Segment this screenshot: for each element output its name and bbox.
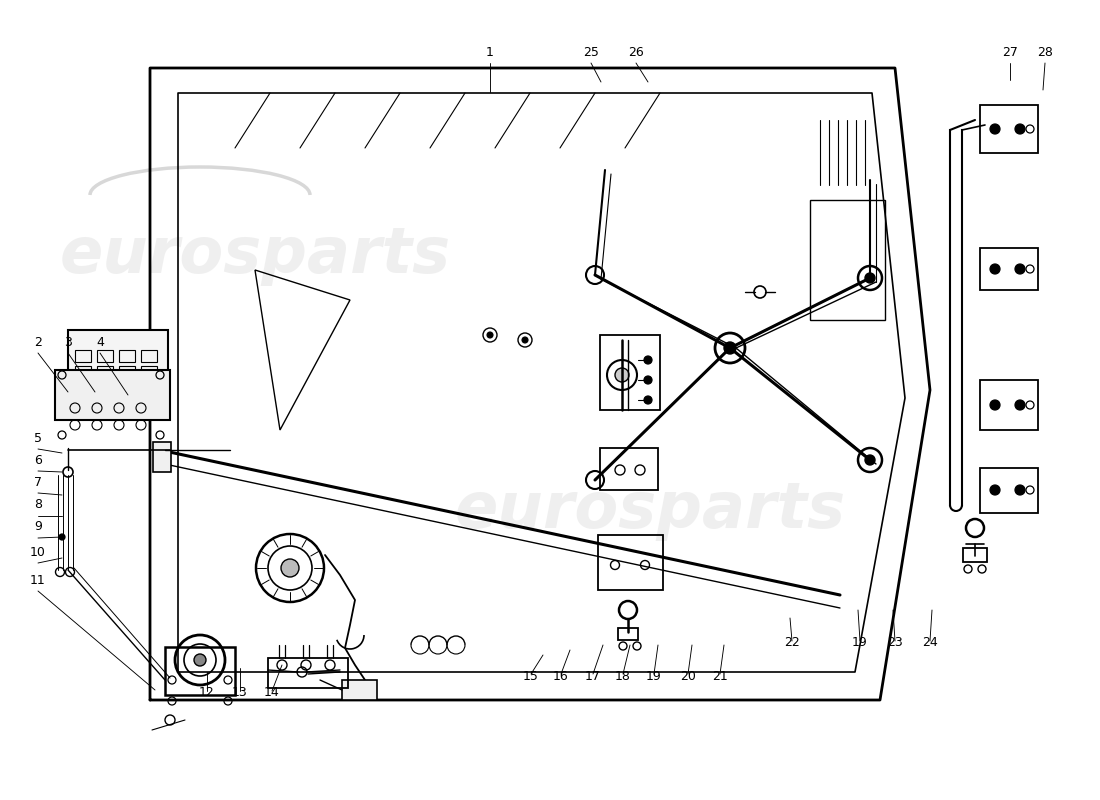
Bar	[980, 248, 1038, 290]
Bar	[268, 658, 348, 688]
Text: 18: 18	[615, 670, 631, 682]
Circle shape	[990, 124, 1000, 134]
Text: 17: 17	[585, 670, 601, 682]
Circle shape	[522, 337, 528, 343]
Circle shape	[990, 485, 1000, 495]
Circle shape	[865, 273, 874, 283]
Text: 12: 12	[199, 686, 214, 699]
Bar	[165, 647, 235, 695]
Text: 5: 5	[34, 431, 42, 445]
Circle shape	[644, 356, 652, 364]
Text: 6: 6	[34, 454, 42, 466]
Bar	[980, 468, 1038, 513]
Text: 2: 2	[34, 335, 42, 349]
Circle shape	[1015, 485, 1025, 495]
Text: 22: 22	[784, 637, 800, 650]
Text: 11: 11	[30, 574, 46, 586]
Text: 20: 20	[680, 670, 696, 682]
Circle shape	[59, 534, 65, 540]
Text: 26: 26	[628, 46, 643, 58]
Text: 27: 27	[1002, 46, 1018, 58]
Text: 9: 9	[34, 521, 42, 534]
Bar	[141, 350, 157, 362]
Bar	[119, 350, 135, 362]
Bar	[55, 370, 170, 420]
Text: 21: 21	[712, 670, 728, 682]
Text: eurosparts: eurosparts	[59, 224, 451, 286]
Text: 4: 4	[96, 335, 103, 349]
Bar	[962, 548, 987, 562]
Circle shape	[644, 396, 652, 404]
Bar	[119, 366, 135, 378]
Text: 10: 10	[30, 546, 46, 558]
Bar	[600, 448, 658, 490]
Bar	[810, 200, 886, 320]
Bar	[97, 350, 113, 362]
Circle shape	[990, 264, 1000, 274]
Text: 16: 16	[553, 670, 569, 682]
Text: 28: 28	[1037, 46, 1053, 58]
Bar	[598, 535, 663, 590]
Bar	[618, 628, 638, 640]
Circle shape	[990, 400, 1000, 410]
Bar	[980, 105, 1038, 153]
Circle shape	[280, 559, 299, 577]
Bar	[141, 366, 157, 378]
Text: 3: 3	[64, 335, 72, 349]
Text: 1: 1	[486, 46, 494, 58]
Text: 24: 24	[922, 637, 938, 650]
Circle shape	[1015, 400, 1025, 410]
Text: 19: 19	[646, 670, 662, 682]
Circle shape	[724, 342, 736, 354]
Bar	[97, 366, 113, 378]
Bar	[75, 366, 91, 378]
Text: 23: 23	[887, 637, 903, 650]
Text: 7: 7	[34, 475, 42, 489]
Text: 25: 25	[583, 46, 598, 58]
Bar	[68, 330, 168, 390]
Bar	[980, 380, 1038, 430]
Circle shape	[615, 368, 629, 382]
Circle shape	[1015, 264, 1025, 274]
Text: 15: 15	[524, 670, 539, 682]
Bar	[75, 350, 91, 362]
Text: eurosparts: eurosparts	[454, 479, 846, 541]
Bar	[153, 442, 170, 472]
Circle shape	[1015, 124, 1025, 134]
Text: 14: 14	[264, 686, 279, 699]
Circle shape	[487, 332, 493, 338]
Text: 13: 13	[232, 686, 248, 699]
Circle shape	[865, 455, 874, 465]
Bar	[342, 680, 377, 700]
Bar	[600, 335, 660, 410]
Text: 8: 8	[34, 498, 42, 511]
Text: 19: 19	[852, 637, 868, 650]
Circle shape	[194, 654, 206, 666]
Circle shape	[644, 376, 652, 384]
